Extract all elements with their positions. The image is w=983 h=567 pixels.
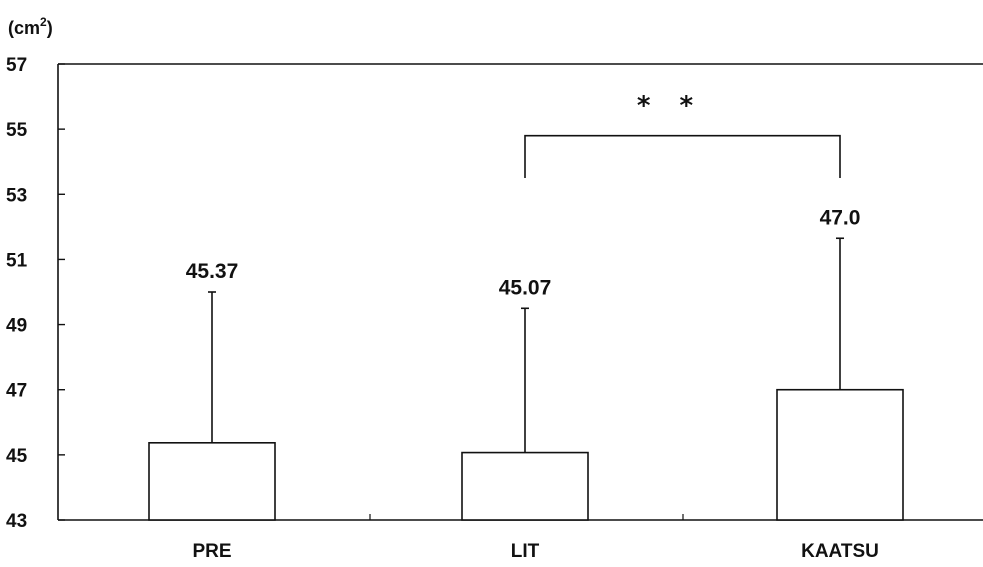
bar-pre <box>148 442 276 521</box>
data-label-lit: 45.07 <box>499 276 552 299</box>
y-tick-label: 55 <box>6 120 28 141</box>
significance-label: * * <box>637 91 703 121</box>
y-tick-label: 51 <box>6 250 28 271</box>
x-tick-label: LIT <box>511 541 540 562</box>
bars <box>148 237 904 521</box>
y-tick-label: 47 <box>6 381 27 402</box>
significance-bracket <box>524 134 841 178</box>
y-tick-label: 43 <box>6 511 27 532</box>
y-tick-label: 49 <box>6 316 27 337</box>
data-label-pre: 45.37 <box>186 260 239 283</box>
bar-kaatsu <box>776 388 904 521</box>
x-tick-label: PRE <box>192 541 231 562</box>
data-label-kaatsu: 47.0 <box>820 206 861 229</box>
y-tick-label: 45 <box>6 446 28 467</box>
y-tick-label: 53 <box>6 185 27 206</box>
y-tick-label: 57 <box>6 55 27 76</box>
bar-lit <box>461 451 589 521</box>
y-axis-unit: (cm2) <box>8 15 53 38</box>
labels: 45.37 PRE 45.07 LIT 47.0 KAATSU <box>186 134 879 562</box>
x-tick-label: KAATSU <box>801 541 879 562</box>
